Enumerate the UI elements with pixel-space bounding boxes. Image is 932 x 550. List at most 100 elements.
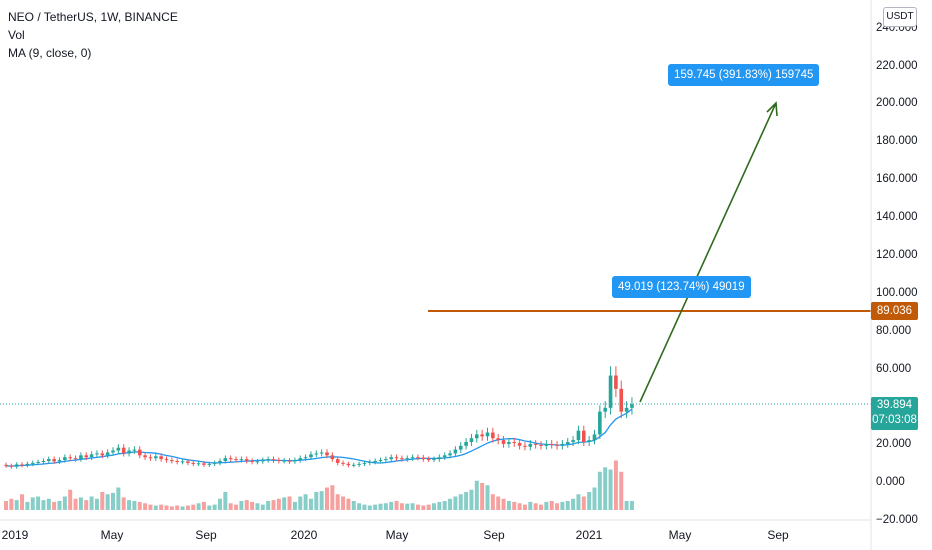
- volume-bar: [437, 501, 442, 510]
- candle: [480, 429, 484, 441]
- candle: [239, 456, 244, 463]
- candle: [351, 462, 356, 468]
- volume-bar: [148, 504, 153, 510]
- candle: [571, 435, 575, 447]
- candle: [57, 457, 62, 464]
- candle: [314, 450, 319, 458]
- candle: [186, 458, 190, 466]
- volume-bar: [565, 501, 570, 510]
- candle: [25, 461, 30, 468]
- volume-bar: [560, 501, 565, 510]
- volume-bar: [308, 498, 313, 510]
- candle: [442, 452, 447, 460]
- volume-bar: [362, 504, 367, 510]
- volume-bar: [330, 485, 335, 510]
- candle: [250, 458, 254, 465]
- volume-bar: [490, 494, 495, 510]
- candle: [598, 405, 602, 440]
- candle: [405, 455, 410, 462]
- candle: [368, 459, 372, 466]
- price-tick-label: −20.000: [876, 514, 918, 526]
- candle: [196, 461, 201, 467]
- candle: [218, 458, 222, 466]
- time-tick-label: May: [101, 528, 124, 542]
- volume-bar: [378, 503, 383, 510]
- volume-indicator-label[interactable]: Vol: [8, 28, 25, 42]
- candle: [448, 450, 452, 459]
- measure-label-target[interactable]: 159.745 (391.83%) 159745: [668, 64, 820, 86]
- volume-bar: [619, 471, 624, 510]
- candle: [469, 433, 474, 447]
- candle: [266, 456, 270, 463]
- volume-bar: [4, 501, 8, 510]
- volume-bar: [539, 504, 543, 510]
- volume-bar: [223, 492, 228, 510]
- volume-bar: [46, 498, 51, 510]
- candle: [319, 449, 324, 457]
- time-tick-label: Sep: [195, 528, 217, 542]
- time-tick-label: May: [386, 528, 409, 542]
- ma-indicator-label[interactable]: MA (9, close, 0): [8, 46, 92, 60]
- volume-bar: [212, 504, 217, 510]
- volume-bar: [448, 498, 453, 510]
- volume-bar: [501, 498, 506, 510]
- candle: [309, 451, 313, 460]
- volume-bar: [111, 492, 115, 510]
- volume-bar: [121, 497, 126, 510]
- candle: [277, 457, 281, 464]
- volume-bar: [624, 501, 629, 510]
- volume-bar: [629, 501, 634, 510]
- volume-bar: [180, 506, 185, 510]
- volume-bar: [394, 501, 399, 510]
- candle: [154, 453, 158, 461]
- volume-bar: [480, 483, 485, 510]
- volume-bar: [287, 496, 292, 510]
- price-axis[interactable]: 240.000220.000200.000180.000160.000140.0…: [876, 22, 918, 526]
- candle: [175, 458, 179, 465]
- volume-bar: [389, 501, 394, 510]
- current-price-tag: 39.894 07:03:08: [871, 397, 918, 430]
- volume-bar: [410, 503, 415, 510]
- candle: [4, 462, 8, 468]
- candle: [458, 442, 463, 453]
- volume-bar: [9, 498, 14, 510]
- candle: [73, 455, 78, 462]
- candle: [565, 438, 570, 448]
- candle: [89, 451, 94, 460]
- candle: [346, 461, 351, 468]
- measure-label-mid[interactable]: 49.019 (123.74%) 49019: [612, 276, 751, 298]
- volume-bar: [30, 497, 35, 510]
- time-axis[interactable]: 2019 May Sep 2020 May Sep 2021 May Sep: [2, 528, 789, 542]
- candle: [121, 444, 126, 457]
- price-tick-label: 180.000: [876, 135, 918, 147]
- volume-bar: [36, 496, 41, 510]
- currency-button[interactable]: USDT: [883, 7, 917, 27]
- volume-bar: [116, 487, 121, 510]
- volume-bar: [426, 504, 431, 510]
- candle: [421, 454, 426, 462]
- candle: [287, 458, 292, 464]
- candle: [143, 452, 147, 460]
- candle: [137, 446, 142, 459]
- candle: [384, 456, 388, 463]
- candle: [30, 460, 35, 467]
- volume-bar: [25, 501, 30, 510]
- volume-bar: [335, 494, 340, 510]
- candle: [501, 435, 506, 448]
- resistance-price-tag: 89.036: [871, 302, 918, 320]
- volume-bar: [143, 503, 148, 510]
- candle: [95, 450, 99, 458]
- projection-arrow[interactable]: [639, 101, 778, 403]
- volume-bar: [506, 501, 511, 510]
- symbol-title[interactable]: NEO / TetherUS, 1W, BINANCE: [8, 10, 178, 24]
- candle: [223, 455, 228, 464]
- volume-bar: [549, 501, 554, 510]
- volume-bar: [373, 504, 378, 510]
- bar-countdown: 07:03:08: [872, 414, 917, 426]
- volume-bars: [4, 460, 634, 510]
- candle: [170, 457, 174, 464]
- volume-bar: [100, 492, 105, 510]
- volume-bar: [14, 500, 19, 510]
- volume-bar: [175, 505, 180, 510]
- candle: [228, 455, 233, 462]
